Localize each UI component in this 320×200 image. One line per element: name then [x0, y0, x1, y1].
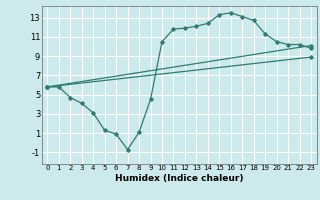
X-axis label: Humidex (Indice chaleur): Humidex (Indice chaleur): [115, 174, 244, 183]
